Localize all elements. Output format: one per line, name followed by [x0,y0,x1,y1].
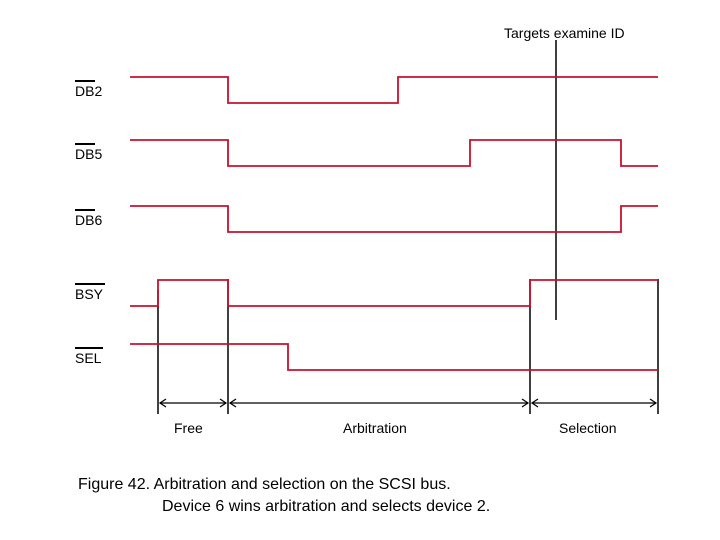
db5-wave [130,140,658,166]
sel-wave [130,344,658,370]
phase-arrows [160,399,656,407]
waveform-svg [0,0,720,540]
db2-wave [130,77,658,103]
db6-wave [130,206,658,232]
bsy-wave [130,280,658,306]
timing-diagram: Targets examine ID DB2 DB5 DB6 BSY SEL F… [0,0,720,540]
